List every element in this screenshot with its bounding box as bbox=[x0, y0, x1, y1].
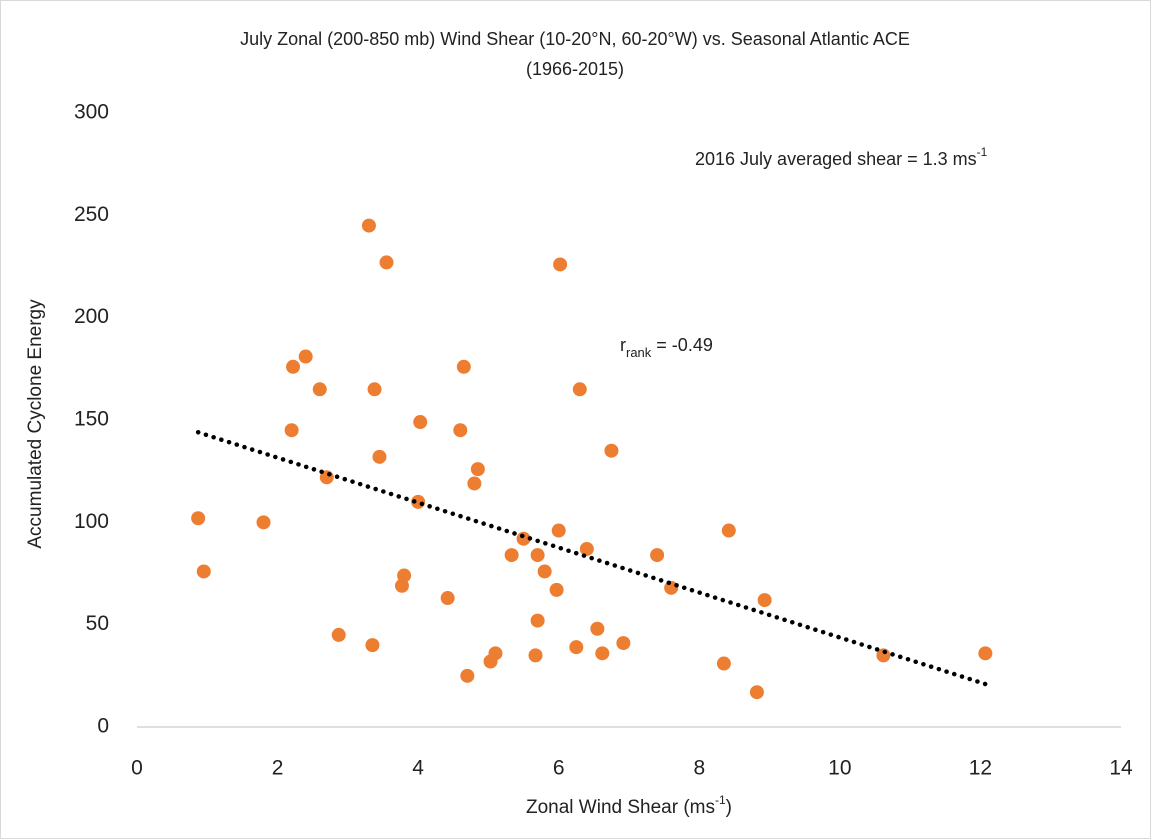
point bbox=[440, 591, 455, 606]
point bbox=[460, 668, 475, 683]
point bbox=[256, 515, 271, 530]
x-axis-label-after: ) bbox=[726, 797, 732, 818]
point bbox=[361, 218, 376, 233]
y-tick-label: 100 bbox=[74, 510, 109, 533]
point bbox=[504, 548, 519, 563]
annotation: 2016 July averaged shear = 1.3 ms-1 bbox=[695, 145, 988, 169]
x-axis-label-sup: -1 bbox=[715, 793, 726, 807]
point bbox=[196, 564, 211, 579]
y-tick-label: 150 bbox=[74, 408, 109, 431]
point bbox=[978, 646, 993, 661]
point bbox=[664, 580, 679, 595]
point bbox=[549, 582, 564, 597]
point bbox=[467, 476, 482, 491]
point bbox=[331, 627, 346, 642]
point bbox=[595, 646, 610, 661]
x-tick-label: 0 bbox=[131, 757, 143, 780]
point bbox=[413, 415, 428, 430]
point bbox=[312, 382, 327, 397]
annotation-base: 2016 July averaged shear = 1.3 ms bbox=[695, 149, 977, 169]
point bbox=[286, 359, 301, 374]
y-tick-label: 250 bbox=[74, 203, 109, 226]
x-tick-label: 12 bbox=[969, 757, 992, 780]
annotation-base: r bbox=[620, 335, 626, 355]
point bbox=[716, 656, 731, 671]
point bbox=[191, 511, 206, 526]
annotation-sup: -1 bbox=[977, 145, 988, 159]
point bbox=[572, 382, 587, 397]
x-tick-label: 10 bbox=[828, 757, 851, 780]
point bbox=[569, 640, 584, 655]
x-axis-label-base: Zonal Wind Shear (ms bbox=[526, 797, 715, 818]
point bbox=[528, 648, 543, 663]
y-tick-label: 50 bbox=[86, 612, 109, 635]
point bbox=[553, 257, 568, 272]
chart-title: (1966-2015) bbox=[526, 59, 624, 79]
point bbox=[530, 548, 545, 563]
y-tick-label: 300 bbox=[74, 101, 109, 124]
point bbox=[530, 613, 545, 628]
point bbox=[397, 568, 412, 583]
point bbox=[284, 423, 299, 438]
point bbox=[372, 449, 387, 464]
x-tick-label: 2 bbox=[272, 757, 284, 780]
point bbox=[298, 349, 313, 364]
point bbox=[551, 523, 566, 538]
point bbox=[757, 593, 772, 608]
x-axis-label: Zonal Wind Shear (ms-1) bbox=[526, 793, 732, 818]
x-tick-label: 8 bbox=[693, 757, 705, 780]
annotation: rrank = -0.49 bbox=[620, 335, 713, 360]
point bbox=[650, 548, 665, 563]
point bbox=[721, 523, 736, 538]
y-axis-label: Accumulated Cyclone Energy bbox=[25, 299, 46, 549]
point bbox=[453, 423, 468, 438]
point bbox=[579, 541, 594, 556]
annotation-sub: rank bbox=[626, 345, 652, 360]
point bbox=[749, 685, 764, 700]
point bbox=[367, 382, 382, 397]
annotation-after: = -0.49 bbox=[651, 335, 713, 355]
y-tick-label: 0 bbox=[97, 715, 109, 738]
y-tick-label: 200 bbox=[74, 305, 109, 328]
chart-title: July Zonal (200-850 mb) Wind Shear (10-2… bbox=[240, 29, 910, 49]
point bbox=[488, 646, 503, 661]
point bbox=[590, 621, 605, 636]
point bbox=[365, 638, 380, 653]
trendline bbox=[195, 430, 988, 687]
point bbox=[379, 255, 394, 270]
point bbox=[537, 564, 552, 579]
x-tick-label: 4 bbox=[412, 757, 424, 780]
x-tick-label: 14 bbox=[1109, 757, 1133, 780]
point bbox=[616, 636, 631, 651]
x-tick-label: 6 bbox=[553, 757, 565, 780]
point bbox=[456, 359, 471, 374]
point bbox=[604, 443, 619, 458]
point bbox=[470, 462, 485, 477]
